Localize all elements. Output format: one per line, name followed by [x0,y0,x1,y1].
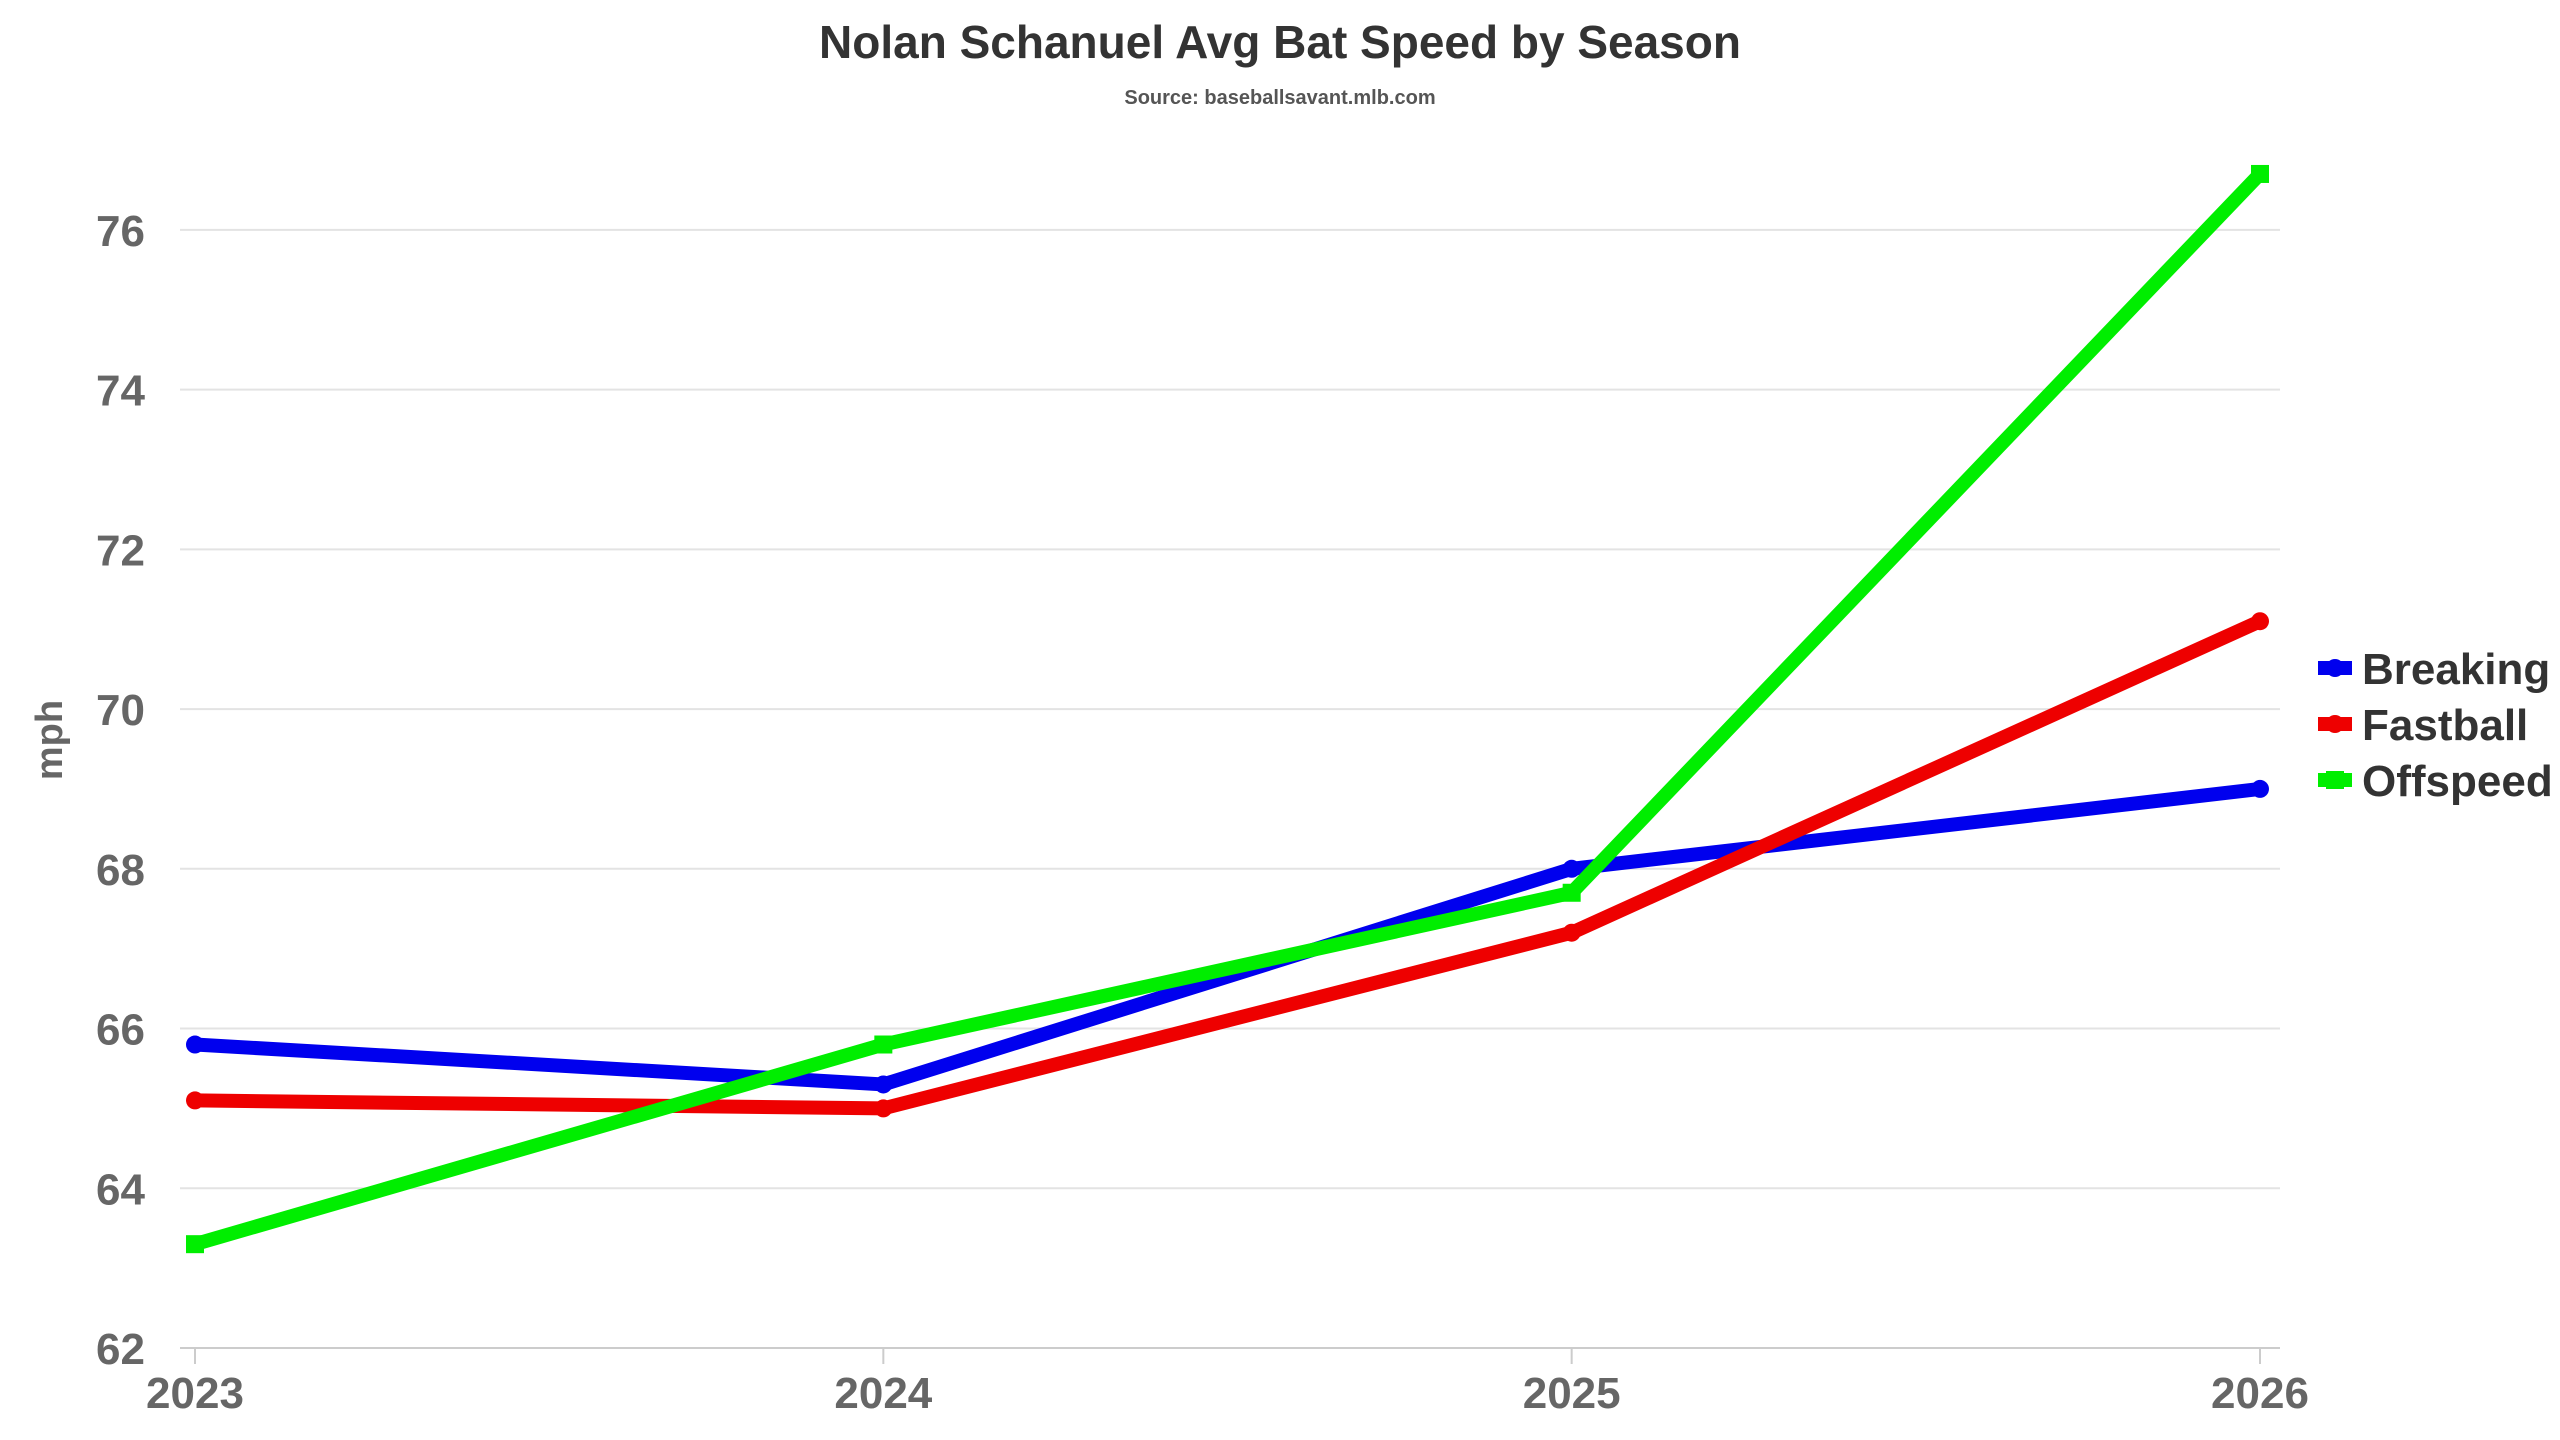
data-point-fastball [2251,612,2269,631]
data-point-fastball [874,1099,893,1118]
y-tick-label: 76 [96,207,145,256]
y-tick-label: 74 [96,367,145,416]
legend: Breaking Fastball Offspeed [2318,645,2553,806]
data-point-breaking [186,1035,204,1054]
data-point-fastball [1562,923,1581,942]
data-point-breaking [1562,859,1581,878]
legend-label-offspeed: Offspeed [2362,757,2553,806]
data-point-fastball [186,1091,204,1110]
y-tick-label: 70 [96,686,145,735]
data-point-offspeed [1562,883,1581,902]
data-point-breaking [874,1075,893,1094]
data-point-offspeed [2251,164,2269,183]
legend-label-fastball: Fastball [2362,701,2528,750]
legend-marker [2326,659,2344,677]
y-axis-label: mph [29,700,71,780]
data-point-breaking [2251,779,2269,798]
data-point-offspeed [186,1235,204,1254]
chart-subtitle: Source: baseballsavant.mlb.com [1124,87,1435,109]
series-line-breaking [188,781,2267,1092]
series-line-offspeed [188,166,2267,1252]
legend-marker [2326,771,2344,789]
grid-layer [180,228,2280,1190]
x-tick-label: 2025 [1523,1369,1621,1418]
data-point-offspeed [874,1035,893,1054]
x-tick-label: 2024 [834,1369,932,1418]
legend-marker [2326,715,2344,733]
y-tick-label: 62 [96,1325,145,1374]
axis-layer: 62 64 66 68 70 72 74 76 2023 2024 2025 2026 [96,207,2309,1418]
y-tick-label: 72 [96,526,145,575]
y-tick-label: 68 [96,846,145,895]
series-layer [186,164,2269,1254]
legend-label-breaking: Breaking [2362,645,2550,694]
series-line-fastball [188,614,2267,1116]
x-tick-label: 2026 [2211,1369,2309,1418]
y-tick-label: 66 [96,1006,145,1055]
y-tick-label: 64 [96,1165,145,1214]
x-tick-label: 2023 [146,1369,244,1418]
chart-title: Nolan Schanuel Avg Bat Speed by Season [819,16,1741,68]
